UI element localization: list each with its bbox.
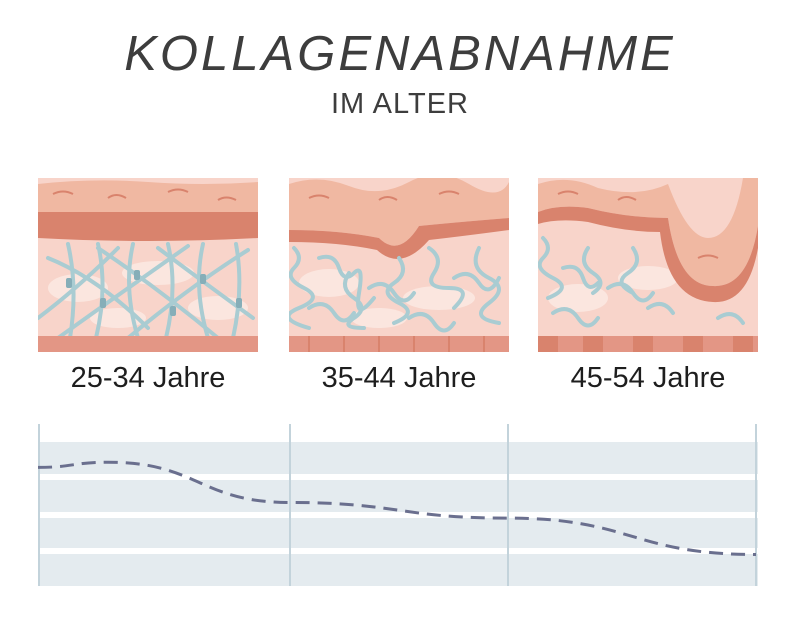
chart-band	[38, 442, 758, 474]
chart-band	[38, 518, 758, 548]
age-label-45-54: 45-54 Jahre	[570, 362, 726, 394]
age-label-35-44: 35-44 Jahre	[321, 362, 477, 394]
skin-illustration-young	[38, 178, 258, 352]
chart-band	[38, 554, 758, 586]
page-title: KOLLAGENABNAHME	[124, 27, 676, 81]
skin-illustration-older	[538, 178, 758, 352]
skin-illustration-middle	[289, 178, 509, 352]
chart-band	[38, 480, 758, 512]
page-subtitle: IM ALTER	[331, 88, 469, 120]
collagen-trend-line	[38, 460, 757, 556]
collagen-decline-chart	[38, 424, 758, 586]
age-label-25-34: 25-34 Jahre	[70, 362, 226, 394]
